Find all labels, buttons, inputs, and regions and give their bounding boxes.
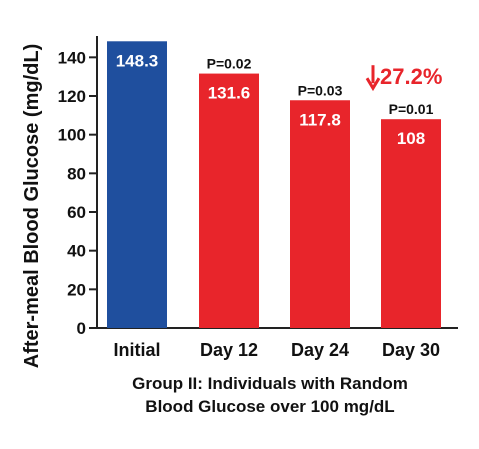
- y-tick-label: 40: [67, 242, 86, 261]
- bar-day-30: [381, 119, 441, 328]
- x-tick-label: Day 12: [200, 340, 258, 360]
- y-axis-label: After-meal Blood Glucose (mg/dL): [21, 44, 43, 368]
- p-value-label: P=0.01: [389, 101, 434, 117]
- bar-initial: [107, 41, 167, 328]
- y-tick-label: 120: [58, 87, 86, 106]
- down-arrow-head: [365, 77, 381, 92]
- labels: 148.3 Initial 131.6 P=0.02 Day 12 117.8 P=0.03…: [113, 51, 442, 360]
- value-label: 131.6: [208, 84, 251, 103]
- y-tick-label: 20: [67, 280, 86, 299]
- x-tick-label: Initial: [113, 340, 160, 360]
- bar-day-24: [290, 100, 350, 329]
- bars: [107, 41, 441, 329]
- y-tick-label: 0: [77, 319, 86, 338]
- y-tick-label: 100: [58, 126, 86, 145]
- decrease-percentage: 27.2%: [380, 64, 442, 89]
- x-axis-label-line-1: Group II: Individuals with Random: [132, 374, 408, 393]
- decrease-annotation: 27.2%: [365, 64, 442, 92]
- value-label: 108: [397, 129, 425, 148]
- x-tick-label: Day 24: [291, 340, 349, 360]
- bar-day-12: [199, 73, 259, 328]
- value-label: 148.3: [116, 51, 159, 70]
- y-tick-label: 80: [67, 164, 86, 183]
- y-tick-label: 140: [58, 48, 86, 67]
- x-axis-label-line-2: Blood Glucose over 100 mg/dL: [145, 397, 394, 416]
- p-value-label: P=0.03: [298, 82, 343, 98]
- value-label: 117.8: [299, 110, 341, 129]
- x-tick-label: Day 30: [382, 340, 440, 360]
- p-value-label: P=0.02: [207, 56, 252, 72]
- y-tick-label: 60: [67, 203, 86, 222]
